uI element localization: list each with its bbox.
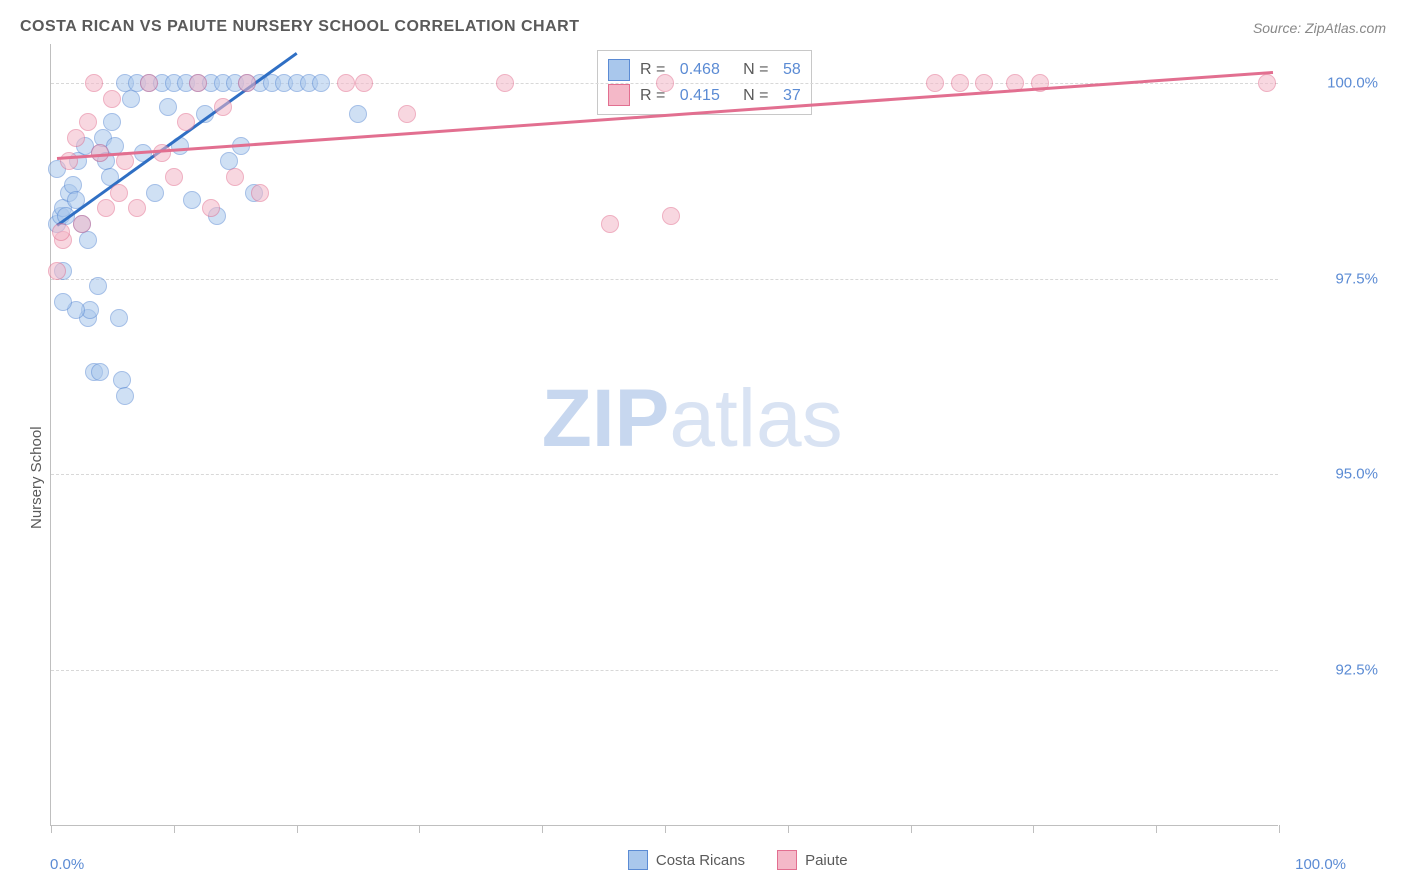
scatter-point xyxy=(662,207,680,225)
y-tick-label: 100.0% xyxy=(1288,75,1378,92)
stats-row: R = 0.415 N = 37 xyxy=(608,83,801,109)
x-tick xyxy=(911,825,912,833)
scatter-point xyxy=(52,223,70,241)
scatter-point xyxy=(951,74,969,92)
legend-swatch xyxy=(628,850,648,870)
y-axis-label: Nursery School xyxy=(28,426,45,529)
y-tick-label: 95.0% xyxy=(1288,466,1378,483)
x-tick xyxy=(542,825,543,833)
scatter-point xyxy=(226,168,244,186)
y-tick-label: 92.5% xyxy=(1288,661,1378,678)
x-axis-label-min: 0.0% xyxy=(50,856,84,873)
x-axis-label-max: 100.0% xyxy=(1295,856,1346,873)
scatter-point xyxy=(103,113,121,131)
scatter-point xyxy=(183,191,201,209)
gridline xyxy=(51,670,1278,671)
watermark: ZIPatlas xyxy=(542,372,843,466)
gridline xyxy=(51,474,1278,475)
x-tick xyxy=(174,825,175,833)
scatter-point xyxy=(189,74,207,92)
scatter-point xyxy=(116,387,134,405)
scatter-point xyxy=(975,74,993,92)
legend-swatch xyxy=(777,850,797,870)
scatter-point xyxy=(926,74,944,92)
scatter-point xyxy=(146,184,164,202)
scatter-point xyxy=(312,74,330,92)
chart: ZIPatlas R = 0.468 N = 58R = 0.415 N = 3… xyxy=(20,44,1386,886)
scatter-point xyxy=(48,262,66,280)
stats-row: R = 0.468 N = 58 xyxy=(608,57,801,83)
scatter-point xyxy=(54,293,72,311)
scatter-point xyxy=(110,309,128,327)
x-tick xyxy=(419,825,420,833)
scatter-point xyxy=(601,215,619,233)
scatter-point xyxy=(214,98,232,116)
scatter-point xyxy=(656,74,674,92)
scatter-point xyxy=(202,199,220,217)
y-tick-label: 97.5% xyxy=(1288,270,1378,287)
x-tick xyxy=(665,825,666,833)
scatter-point xyxy=(128,199,146,217)
series-swatch xyxy=(608,59,630,81)
scatter-point xyxy=(103,90,121,108)
legend-label: Costa Ricans xyxy=(656,852,745,869)
series-swatch xyxy=(608,84,630,106)
legend-item: Costa Ricans xyxy=(628,850,745,870)
x-tick xyxy=(51,825,52,833)
scatter-point xyxy=(355,74,373,92)
scatter-point xyxy=(79,231,97,249)
scatter-point xyxy=(110,184,128,202)
scatter-point xyxy=(67,129,85,147)
chart-title: COSTA RICAN VS PAIUTE NURSERY SCHOOL COR… xyxy=(20,18,579,36)
scatter-point xyxy=(337,74,355,92)
x-tick xyxy=(297,825,298,833)
stats-n-label: N = xyxy=(730,57,773,83)
x-tick xyxy=(1156,825,1157,833)
gridline xyxy=(51,279,1278,280)
watermark-bold: ZIP xyxy=(542,373,670,464)
scatter-point xyxy=(122,90,140,108)
source-label: Source: ZipAtlas.com xyxy=(1253,20,1386,36)
watermark-light: atlas xyxy=(669,373,842,464)
legend-item: Paiute xyxy=(777,850,848,870)
scatter-point xyxy=(177,113,195,131)
x-tick xyxy=(1279,825,1280,833)
legend: Costa Ricans Paiute xyxy=(628,850,848,870)
scatter-point xyxy=(1258,74,1276,92)
scatter-point xyxy=(238,74,256,92)
scatter-point xyxy=(349,105,367,123)
stats-n-value: 58 xyxy=(783,57,801,83)
scatter-point xyxy=(159,98,177,116)
scatter-point xyxy=(79,113,97,131)
scatter-point xyxy=(91,363,109,381)
legend-label: Paiute xyxy=(805,852,848,869)
scatter-point xyxy=(496,74,514,92)
x-tick xyxy=(788,825,789,833)
plot-area: ZIPatlas R = 0.468 N = 58R = 0.415 N = 3… xyxy=(50,44,1278,826)
scatter-point xyxy=(97,199,115,217)
scatter-point xyxy=(153,144,171,162)
stats-n-label: N = xyxy=(730,83,773,109)
scatter-point xyxy=(73,215,91,233)
scatter-point xyxy=(89,277,107,295)
scatter-point xyxy=(398,105,416,123)
scatter-point xyxy=(165,168,183,186)
scatter-point xyxy=(251,184,269,202)
scatter-point xyxy=(140,74,158,92)
x-tick xyxy=(1033,825,1034,833)
header: COSTA RICAN VS PAIUTE NURSERY SCHOOL COR… xyxy=(0,0,1406,44)
scatter-point xyxy=(85,74,103,92)
stats-r-value: 0.415 xyxy=(680,83,720,109)
stats-r-value: 0.468 xyxy=(680,57,720,83)
